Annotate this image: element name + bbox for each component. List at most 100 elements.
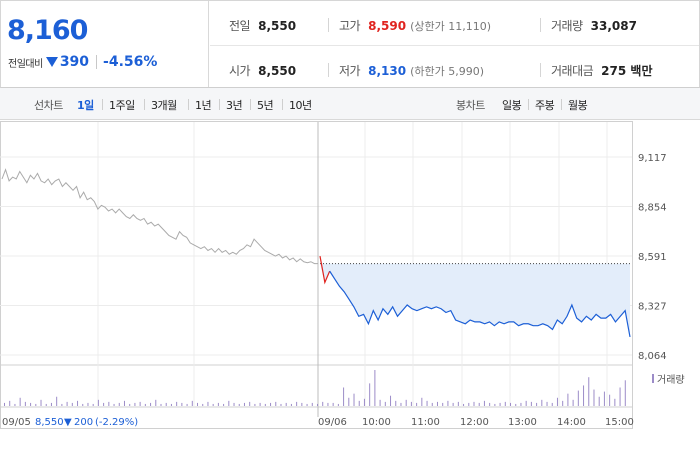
volume-bar [452, 402, 454, 406]
volume-bar [463, 403, 465, 406]
volume-bar [306, 403, 308, 406]
legend-label: 거래량 [657, 374, 685, 386]
volume-bar [118, 402, 120, 406]
volume-bar [223, 403, 225, 406]
volume-bar [181, 402, 183, 406]
volume-bar [499, 402, 501, 406]
volume-bar [525, 400, 527, 406]
tab-5years[interactable]: 5년 [257, 99, 274, 112]
volume-bar [40, 399, 42, 406]
volume-value: 33,087 [590, 19, 637, 33]
y-tick-label: 8,591 [638, 252, 667, 263]
prev-close-value: 8,550 [258, 19, 297, 33]
x-tick-label: 11:00 [411, 417, 440, 428]
volume-bar [504, 401, 506, 406]
volume-bar [400, 402, 402, 406]
lower-limit: (하한가 5,990) [410, 65, 484, 78]
amount-value: 275 백만 [601, 64, 653, 78]
volume-bar [71, 402, 73, 406]
volume-bar [249, 401, 251, 406]
volume-bar [353, 393, 355, 406]
y-tick-label: 9,117 [638, 153, 667, 164]
y-tick-label: 8,854 [638, 203, 667, 214]
amount-stat: 거래대금 275 백만 [551, 62, 652, 79]
volume-bar [447, 400, 449, 406]
opening-tick-line [319, 255, 331, 285]
price-area-fill [320, 263, 630, 337]
change-label: 전일대비 [8, 58, 43, 70]
prev-day-date: 09/05 [2, 417, 31, 428]
volume-bar [290, 403, 292, 406]
down-triangle-icon [45, 57, 58, 67]
volume-bar [97, 399, 99, 406]
divider [250, 99, 251, 110]
tab-10years[interactable]: 10년 [289, 99, 312, 112]
volume-bar [546, 401, 548, 406]
volume-bar [363, 398, 365, 406]
low-label: 저가 [339, 64, 361, 78]
volume-bar [489, 402, 491, 406]
tab-1week[interactable]: 1주일 [109, 99, 135, 112]
volume-bar [421, 397, 423, 406]
volume-bar [556, 397, 558, 406]
divider [144, 99, 145, 110]
low-value: 8,130 [368, 64, 407, 78]
tab-3months[interactable]: 3개월 [151, 99, 177, 112]
divider [328, 63, 329, 77]
legend-swatch [652, 374, 654, 383]
volume-bar [77, 400, 79, 406]
volume-bar [405, 399, 407, 406]
prev-day-change-icon: ▼ [64, 417, 72, 428]
volume-bar [609, 394, 611, 406]
change-percent: -4.56% [103, 54, 158, 70]
volume-bar [536, 402, 538, 406]
volume-bar [87, 402, 89, 406]
divider [282, 99, 283, 110]
x-tick-label: 13:00 [508, 417, 537, 428]
volume-bar [343, 387, 345, 406]
divider [210, 45, 699, 46]
volume-bar [520, 402, 522, 406]
high-value: 8,590 [368, 19, 407, 33]
volume-bar [311, 402, 313, 406]
volume-bar [390, 395, 392, 406]
chart-frame [0, 121, 633, 429]
volume-bar [24, 401, 26, 406]
intraday-chart: 9,117 8,854 8,591 8,327 8,064 거래량 09/06 10:00 11… [0, 121, 700, 450]
candle-chart-title: 봉차트 [456, 99, 485, 112]
volume-bar [494, 403, 496, 406]
volume-bar [614, 398, 616, 406]
low-stat: 저가 8,130 (하한가 5,990) [339, 62, 484, 79]
volume-bar [45, 403, 47, 406]
chart-period-tabs: 선차트 1일 1주일 3개월 1년 3년 5년 10년 봉차트 일봉 주봉 월봉 [0, 88, 700, 120]
prev-day-change-pct: (-2.29%) [95, 417, 138, 428]
volume-bar [108, 401, 110, 406]
volume-stat: 거래량 33,087 [551, 17, 637, 34]
volume-bar [144, 403, 146, 406]
tab-1day[interactable]: 1일 [77, 99, 94, 112]
divider [561, 99, 562, 110]
volume-bar [473, 401, 475, 406]
high-stat: 고가 8,590 (상한가 11,110) [339, 17, 491, 34]
volume-bar [228, 400, 230, 406]
volume-bar [301, 402, 303, 406]
open-label: 시가 [229, 64, 251, 78]
tab-daily-candle[interactable]: 일봉 [502, 99, 522, 112]
volume-bar [624, 380, 626, 406]
volume-bar [588, 377, 590, 406]
volume-bar [155, 399, 157, 406]
open-stat: 시가 8,550 [229, 62, 296, 79]
tab-weekly-candle[interactable]: 주봉 [535, 99, 555, 112]
volume-bar [551, 402, 553, 406]
current-price: 8,160 [7, 15, 88, 46]
volume-bar [134, 402, 136, 406]
tab-3years[interactable]: 3년 [226, 99, 243, 112]
tab-1year[interactable]: 1년 [195, 99, 212, 112]
volume-bar [426, 400, 428, 406]
tab-monthly-candle[interactable]: 월봉 [568, 99, 588, 112]
divider [328, 18, 329, 32]
volume-bar [619, 387, 621, 406]
volume-bar [123, 400, 125, 406]
volume-bar [593, 389, 595, 406]
volume-bar [483, 400, 485, 406]
